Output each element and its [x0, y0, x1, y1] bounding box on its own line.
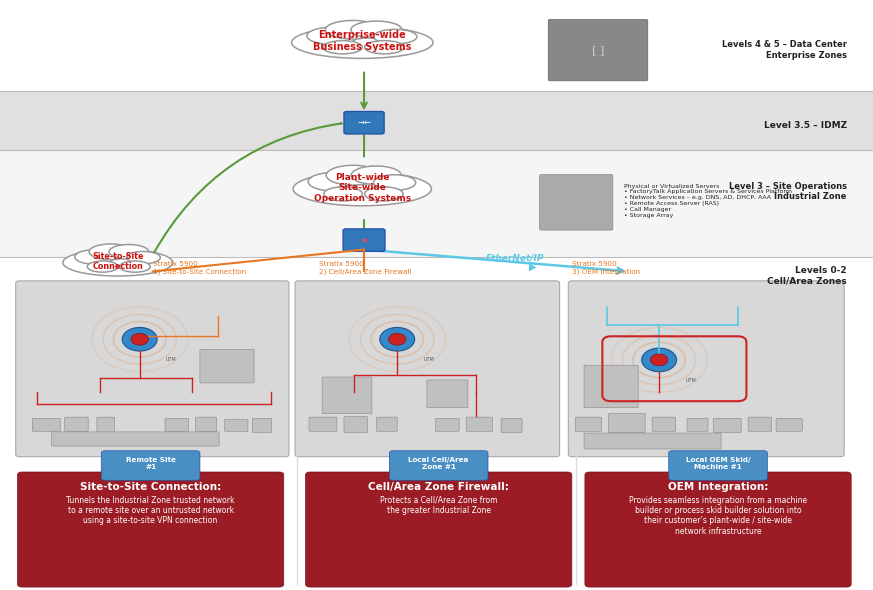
FancyBboxPatch shape — [584, 365, 638, 408]
FancyBboxPatch shape — [196, 417, 217, 431]
Circle shape — [388, 333, 406, 345]
FancyBboxPatch shape — [65, 417, 88, 431]
Ellipse shape — [324, 187, 362, 201]
Ellipse shape — [63, 249, 173, 276]
Ellipse shape — [374, 30, 417, 44]
Ellipse shape — [374, 175, 416, 191]
Ellipse shape — [292, 27, 433, 58]
FancyBboxPatch shape — [748, 417, 772, 431]
FancyBboxPatch shape — [344, 112, 384, 134]
FancyBboxPatch shape — [466, 417, 492, 431]
FancyBboxPatch shape — [165, 418, 189, 431]
FancyBboxPatch shape — [436, 418, 459, 431]
Circle shape — [380, 327, 415, 351]
Bar — [0, 150, 873, 257]
Ellipse shape — [365, 187, 403, 201]
Text: Level 3.5 – IDMZ: Level 3.5 – IDMZ — [764, 121, 847, 130]
Ellipse shape — [365, 41, 404, 54]
FancyBboxPatch shape — [52, 432, 219, 446]
FancyBboxPatch shape — [200, 349, 254, 383]
FancyBboxPatch shape — [501, 418, 522, 432]
FancyBboxPatch shape — [32, 418, 60, 431]
Bar — [0, 91, 873, 150]
Text: Levels 0-2
Cell/Area Zones: Levels 0-2 Cell/Area Zones — [767, 266, 847, 285]
Text: Site-to-Site Connection:: Site-to-Site Connection: — [80, 482, 221, 492]
FancyBboxPatch shape — [585, 472, 851, 587]
Ellipse shape — [323, 41, 362, 54]
Ellipse shape — [120, 261, 150, 272]
Text: Cell/Area Zone Firewall:: Cell/Area Zone Firewall: — [368, 482, 509, 492]
Text: ★: ★ — [361, 235, 368, 245]
Text: UTM: UTM — [166, 357, 176, 362]
Text: UTM: UTM — [423, 357, 434, 362]
FancyBboxPatch shape — [584, 433, 721, 449]
Text: UTM: UTM — [685, 378, 696, 382]
Text: Protects a Cell/Area Zone from
the greater Industrial Zone: Protects a Cell/Area Zone from the great… — [380, 496, 498, 515]
FancyBboxPatch shape — [97, 417, 114, 432]
FancyBboxPatch shape — [295, 281, 560, 457]
FancyArrowPatch shape — [155, 123, 341, 253]
Text: EtherNet/IP: EtherNet/IP — [485, 254, 545, 263]
Text: Physical or Virtualized Servers
• FactoryTalk Application Servers & Services Pla: Physical or Virtualized Servers • Factor… — [624, 183, 792, 218]
FancyBboxPatch shape — [376, 417, 397, 431]
Text: Level 3 – Site Operations
Industrial Zone: Level 3 – Site Operations Industrial Zon… — [729, 182, 847, 201]
FancyBboxPatch shape — [101, 451, 200, 480]
FancyBboxPatch shape — [540, 175, 613, 230]
FancyBboxPatch shape — [669, 451, 767, 480]
Bar — [0, 257, 873, 484]
FancyBboxPatch shape — [306, 472, 572, 587]
Circle shape — [650, 354, 668, 366]
FancyBboxPatch shape — [389, 451, 488, 480]
Text: Levels 4 & 5 – Data Center
Enterprise Zones: Levels 4 & 5 – Data Center Enterprise Zo… — [722, 41, 847, 60]
Ellipse shape — [87, 261, 118, 272]
Ellipse shape — [351, 166, 401, 185]
Text: Remote Site
#1: Remote Site #1 — [126, 457, 175, 470]
Text: ▶: ▶ — [529, 262, 536, 271]
FancyBboxPatch shape — [224, 419, 248, 431]
FancyBboxPatch shape — [16, 281, 289, 457]
Text: Provides seamless integration from a machine
builder or process skid builder sol: Provides seamless integration from a mac… — [629, 496, 808, 536]
FancyBboxPatch shape — [713, 418, 741, 432]
FancyBboxPatch shape — [322, 377, 372, 414]
Text: Local OEM Skid/
Machine #1: Local OEM Skid/ Machine #1 — [685, 457, 751, 470]
FancyBboxPatch shape — [652, 417, 676, 431]
Ellipse shape — [89, 244, 132, 260]
FancyBboxPatch shape — [568, 281, 844, 457]
Ellipse shape — [109, 244, 148, 259]
Text: Enterprise-wide
Business Systems: Enterprise-wide Business Systems — [313, 31, 411, 52]
Ellipse shape — [327, 165, 380, 185]
FancyBboxPatch shape — [548, 19, 648, 81]
FancyBboxPatch shape — [344, 417, 368, 432]
Text: Plant-wide
Site-wide
Operation Systems: Plant-wide Site-wide Operation Systems — [313, 173, 411, 202]
Ellipse shape — [75, 250, 114, 264]
Circle shape — [642, 348, 677, 372]
Ellipse shape — [326, 21, 381, 39]
Text: Local Cell/Area
Zone #1: Local Cell/Area Zone #1 — [409, 457, 469, 470]
FancyBboxPatch shape — [17, 472, 284, 587]
Ellipse shape — [127, 251, 161, 264]
Text: [ ]: [ ] — [592, 45, 604, 55]
Text: →←: →← — [357, 118, 371, 127]
Ellipse shape — [308, 172, 358, 191]
FancyBboxPatch shape — [252, 418, 272, 432]
Text: Tunnels the Industrial Zone trusted network
to a remote site over an untrusted n: Tunnels the Industrial Zone trusted netw… — [66, 496, 235, 526]
Text: Site-to-Site
Connection: Site-to-Site Connection — [93, 252, 143, 271]
Bar — [0, 0, 873, 91]
Ellipse shape — [293, 172, 431, 206]
Text: Stratix 5900
1) Site-to-Site Connection: Stratix 5900 1) Site-to-Site Connection — [153, 261, 246, 275]
Text: Stratix 5900
2) Cell/Area Zone Firewall: Stratix 5900 2) Cell/Area Zone Firewall — [319, 261, 411, 275]
FancyBboxPatch shape — [687, 418, 708, 431]
FancyBboxPatch shape — [309, 417, 337, 431]
Ellipse shape — [307, 27, 358, 44]
FancyBboxPatch shape — [776, 418, 802, 431]
FancyBboxPatch shape — [608, 414, 645, 432]
Text: Stratix 5900
3) OEM Integration: Stratix 5900 3) OEM Integration — [572, 261, 640, 275]
Circle shape — [131, 333, 148, 345]
FancyBboxPatch shape — [427, 380, 468, 408]
Circle shape — [122, 327, 157, 351]
Text: OEM Integration:: OEM Integration: — [668, 482, 768, 492]
Ellipse shape — [351, 21, 402, 38]
FancyBboxPatch shape — [575, 417, 601, 431]
FancyBboxPatch shape — [343, 229, 385, 251]
